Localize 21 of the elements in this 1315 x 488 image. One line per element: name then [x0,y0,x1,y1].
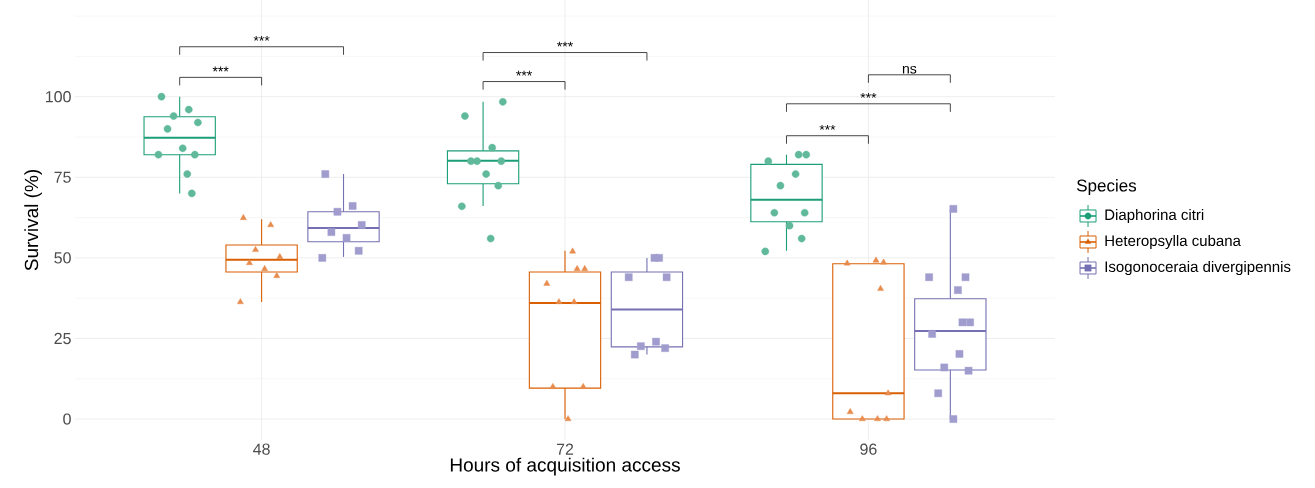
legend-title: Species [1076,179,1137,195]
y-tick-label: 50 [54,252,71,264]
annotation: *** [253,35,270,41]
x-tick-label: 48 [253,443,270,455]
annotation: *** [212,66,229,72]
y-tick-label: 75 [54,171,71,183]
x-axis-title: Hours of acquisition access [450,457,680,476]
annotation: *** [819,124,836,130]
y-tick-label: 100 [46,91,71,103]
annotation: *** [557,41,573,47]
annotation: *** [860,92,877,98]
legend-label: Heteropsylla cubana [1105,235,1241,249]
legend-label: Diaphorina citri [1105,209,1204,223]
x-tick-label: 72 [556,443,574,455]
y-axis-title: Survival (%) [24,170,42,271]
legend-label: Isogonoceraia divergipennis [1105,261,1291,275]
annotation: *** [516,70,532,76]
annotation: ns [902,65,917,74]
x-tick-label: 96 [860,443,877,455]
y-tick-label: 0 [63,413,71,425]
y-tick-label: 25 [54,332,71,345]
